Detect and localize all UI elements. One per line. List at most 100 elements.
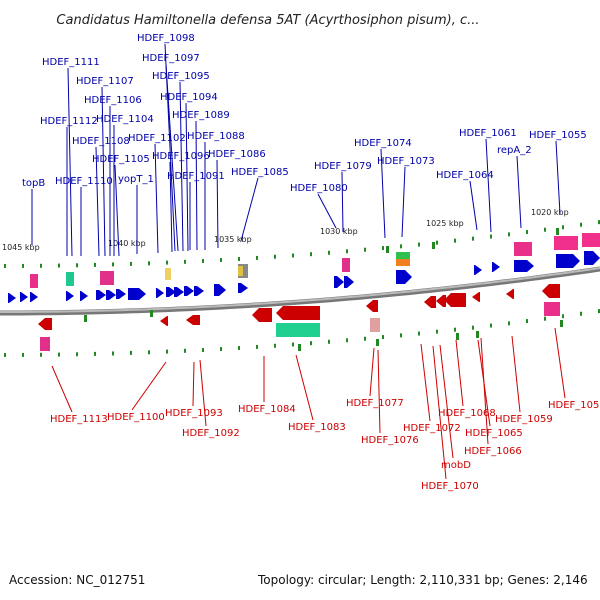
tick-bar: [84, 315, 87, 322]
forward-gene-arrow: [344, 276, 354, 288]
gene-label[interactable]: HDEF_1098: [137, 33, 195, 44]
gene-label[interactable]: HDEF_1097: [142, 53, 200, 64]
feature-box: [100, 271, 114, 285]
gene-label[interactable]: HDEF_1095: [152, 71, 210, 82]
gene-label[interactable]: HDEF_1073: [377, 156, 435, 167]
accession-text: Accession: NC_012751: [9, 573, 146, 587]
gene-label[interactable]: topB: [22, 178, 45, 189]
reverse-gene-arrow: [160, 316, 168, 326]
gene-label[interactable]: HDEF_1083: [288, 422, 346, 433]
gene-label[interactable]: HDEF_1055: [529, 130, 587, 141]
leader-line: [455, 339, 464, 407]
feature-box: [554, 236, 578, 250]
leader-line: [114, 164, 120, 257]
gene-label[interactable]: mobD: [441, 460, 471, 471]
gene-label[interactable]: HDEF_1068: [438, 408, 496, 419]
leader-line: [432, 345, 447, 480]
reverse-gene-arrow: [444, 293, 466, 307]
leader-line: [511, 335, 521, 413]
feature-box: [40, 337, 50, 351]
forward-gene-arrow: [8, 293, 16, 303]
gene-label[interactable]: HDEF_1066: [464, 446, 522, 457]
feature-box: [165, 268, 171, 280]
gene-label[interactable]: HDEF_1105: [92, 154, 150, 165]
forward-gene-arrow: [156, 288, 164, 298]
gene-label[interactable]: HDEF_1096: [152, 151, 210, 162]
gene-label[interactable]: HDEF_1091: [167, 171, 225, 182]
kbp-tick-label: 1040 kbp: [108, 239, 146, 248]
gene-label[interactable]: yopT_1: [118, 174, 154, 185]
gene-label[interactable]: HDEF_1110: [55, 176, 113, 187]
leader-line: [240, 177, 259, 242]
gene-label[interactable]: HDEF_1059: [495, 414, 553, 425]
leader-line: [341, 171, 344, 233]
gene-label[interactable]: HDEF_1092: [182, 428, 240, 439]
gene-label[interactable]: HDEF_1076: [361, 435, 419, 446]
leader-line: [554, 327, 566, 399]
gene-label[interactable]: HDEF_1093: [165, 408, 223, 419]
forward-gene-arrow: [396, 270, 412, 284]
leader-line: [380, 148, 386, 239]
gene-label[interactable]: HDEF_1072: [403, 423, 461, 434]
feature-box: [276, 323, 320, 337]
reverse-gene-arrow: [542, 284, 560, 298]
leader-line: [420, 343, 431, 422]
gene-label[interactable]: repA_2: [497, 145, 532, 156]
reverse-gene-arrow: [436, 295, 446, 307]
feature-marks: [8, 228, 600, 351]
gene-label[interactable]: HDEF_1108: [72, 136, 130, 147]
gene-label[interactable]: HDEF_1100: [107, 412, 165, 423]
feature-box: [514, 242, 532, 256]
gene-label[interactable]: HDEF_1085: [231, 167, 289, 178]
gene-label[interactable]: HDEF_1064: [436, 170, 494, 181]
forward-gene-arrow: [80, 291, 88, 301]
gene-label[interactable]: HDEF_1102: [128, 133, 186, 144]
gene-label[interactable]: HDEF_1080: [290, 183, 348, 194]
leader-line: [165, 63, 179, 252]
gene-label[interactable]: HDEF_1089: [172, 110, 230, 121]
leader-line: [101, 86, 106, 257]
gene-label[interactable]: HDEF_1107: [76, 76, 134, 87]
tick-bar: [298, 344, 301, 351]
gene-label[interactable]: HDEF_1065: [465, 428, 523, 439]
gene-label[interactable]: HDEF_1070: [421, 481, 479, 492]
reverse-gene-arrow: [38, 318, 52, 330]
gene-label[interactable]: HDEF_1113: [50, 414, 108, 425]
leader-line: [154, 143, 159, 254]
gene-label[interactable]: HDEF_1061: [459, 128, 517, 139]
gene-label[interactable]: HDEF_1086: [208, 149, 266, 160]
forward-gene-arrow: [194, 286, 204, 296]
gene-label[interactable]: HDEF_1112: [40, 116, 98, 127]
gene-label[interactable]: HDEF_1084: [238, 404, 296, 415]
kbp-tick-label: 1025 kbp: [426, 219, 464, 228]
gene-label[interactable]: HDEF_1077: [346, 398, 404, 409]
leader-line: [469, 180, 478, 231]
gene-label[interactable]: HDEF_1056: [548, 400, 600, 411]
gene-label[interactable]: HDEF_1111: [42, 57, 100, 68]
forward-gene-arrow: [514, 260, 534, 272]
leader-line: [199, 359, 207, 427]
gene-label[interactable]: HDEF_1094: [160, 92, 218, 103]
feature-box: [544, 302, 560, 316]
tick-bar: [386, 246, 389, 253]
kbp-tick-label: 1030 kbp: [320, 227, 358, 236]
forward-gene-arrow: [30, 292, 38, 302]
gene-label[interactable]: HDEF_1104: [96, 114, 154, 125]
topology-text: Topology: circular; Length: 2,110,331 bp…: [258, 573, 588, 587]
reverse-gene-arrow: [276, 306, 320, 320]
reverse-gene-arrow: [424, 296, 436, 308]
feature-box: [66, 272, 74, 286]
tick-bar: [432, 242, 435, 249]
leader-line: [401, 166, 406, 238]
feature-box: [582, 233, 600, 247]
reverse-gene-arrow: [252, 308, 272, 322]
gene-label[interactable]: HDEF_1106: [84, 95, 142, 106]
gene-label[interactable]: HDEF_1088: [187, 131, 245, 142]
gene-label[interactable]: HDEF_1079: [314, 161, 372, 172]
leader-line: [185, 102, 189, 252]
feature-box: [238, 266, 243, 276]
leader-line: [439, 344, 454, 459]
gene-label[interactable]: HDEF_1074: [354, 138, 412, 149]
leader-line: [480, 337, 489, 445]
